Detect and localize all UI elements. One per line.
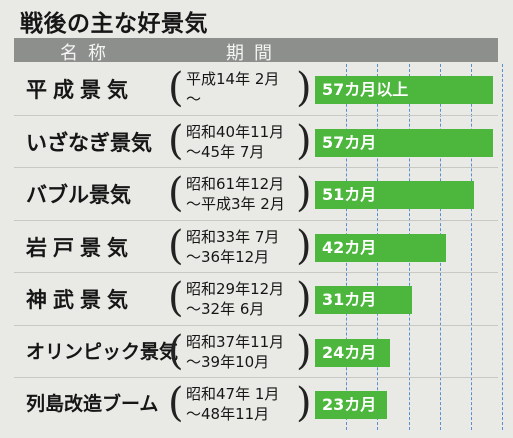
bar <box>315 181 475 209</box>
category-label: 岩戸景気 <box>26 235 134 260</box>
period-start: 平成14年 2月 <box>186 70 280 88</box>
period-start: 昭和61年12月 <box>186 175 285 193</box>
name-column-header: 名称 <box>60 43 116 64</box>
period-end: ～45年 7月 <box>186 142 265 161</box>
open-paren: ( <box>168 117 184 164</box>
row-separator <box>14 114 498 116</box>
open-paren: ( <box>168 275 184 321</box>
period-start: 昭和33年 7月 <box>186 227 280 246</box>
category-label: 列島改造ブーム <box>26 393 159 415</box>
close-paren: ) <box>296 380 312 426</box>
bar-value-label: 42カ月 <box>322 237 377 257</box>
period-end: ～48年11月 <box>186 405 270 423</box>
period-end: ～32年 6月 <box>186 300 265 318</box>
gridline <box>471 64 472 430</box>
category-label: オリンピック景気 <box>26 340 179 363</box>
category-label: いざなぎ景気 <box>26 130 152 155</box>
table-header: 名称 期間 <box>14 38 498 64</box>
close-paren: ) <box>296 117 312 164</box>
close-paren: ) <box>296 170 312 216</box>
period-column-header: 期間 <box>226 43 282 64</box>
bar-value-label: 23カ月 <box>322 395 377 414</box>
category-label: バブル景気 <box>26 183 131 207</box>
row-separator <box>14 272 498 273</box>
open-paren: ( <box>168 327 184 374</box>
bar-value-label: 57カ月以上 <box>322 80 409 99</box>
bar <box>315 128 493 157</box>
period-end: ～39年10月 <box>186 352 270 371</box>
row-separator <box>14 377 498 378</box>
row-separator <box>14 324 498 326</box>
open-paren: ( <box>168 380 184 426</box>
close-paren: ) <box>296 327 312 374</box>
period-start: 昭和47年 1月 <box>186 385 280 403</box>
period-end: ～ <box>186 90 202 108</box>
open-paren: ( <box>168 170 184 216</box>
period-start: 昭和37年11月 <box>186 332 285 351</box>
row-separator <box>14 219 498 221</box>
close-paren: ) <box>296 65 312 111</box>
close-paren: ) <box>296 275 312 321</box>
period-end: ～平成3年 2月 <box>186 195 285 213</box>
bar <box>315 286 412 314</box>
chart-title: 戦後の主な好景気 <box>20 11 208 37</box>
category-label: 平成景気 <box>26 78 134 102</box>
bar <box>315 76 493 104</box>
category-label: 神武景気 <box>26 288 134 312</box>
period-start: 昭和40年11月 <box>186 122 285 141</box>
bar-value-label: 57カ月 <box>322 132 377 152</box>
close-paren: ) <box>296 222 312 269</box>
open-paren: ( <box>168 65 184 111</box>
bar <box>315 338 390 367</box>
gridline <box>502 64 504 430</box>
bar-value-label: 24カ月 <box>322 342 377 362</box>
row-separator <box>14 167 498 168</box>
bar <box>315 391 387 419</box>
bar-value-label: 31カ月 <box>322 290 377 309</box>
period-start: 昭和29年12月 <box>186 280 285 298</box>
bar <box>315 233 447 262</box>
bar-value-label: 51カ月 <box>322 185 377 204</box>
open-paren: ( <box>168 222 184 269</box>
period-end: ～36年12月 <box>186 247 270 266</box>
